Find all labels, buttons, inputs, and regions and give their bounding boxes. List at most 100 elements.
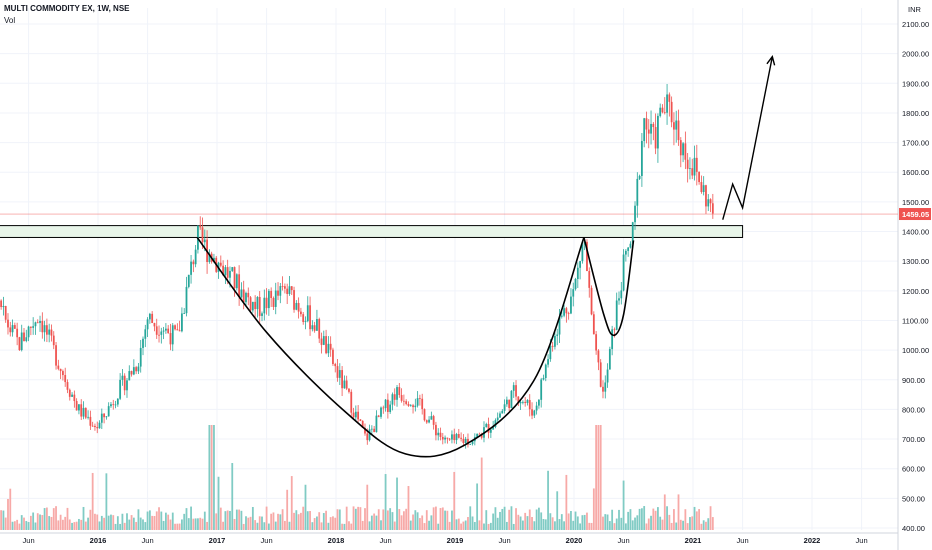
- volume-bar: [277, 513, 279, 530]
- candle-body: [41, 321, 44, 333]
- candle-body: [547, 359, 549, 365]
- candle-body: [444, 437, 446, 440]
- candle-body: [238, 274, 241, 298]
- volume-bar: [402, 511, 405, 530]
- volume-bar: [370, 515, 373, 530]
- cup-curve[interactable]: [196, 236, 585, 458]
- candle-body: [393, 394, 396, 400]
- candle-body: [570, 296, 572, 314]
- candle-body: [389, 404, 392, 412]
- volume-bar: [487, 523, 490, 530]
- candle-body: [73, 394, 76, 402]
- volume-bar: [668, 514, 671, 530]
- candle-body: [36, 322, 39, 324]
- candle-body: [293, 290, 295, 310]
- candle-body: [563, 308, 565, 316]
- candle-body: [226, 267, 229, 278]
- candle-body: [11, 325, 14, 333]
- candle-body: [695, 157, 698, 172]
- candle-body: [576, 267, 579, 279]
- volume-bar: [183, 513, 186, 530]
- candle-body: [139, 347, 142, 367]
- candle-body: [203, 239, 206, 243]
- projection-line[interactable]: [722, 56, 774, 220]
- projection-arrowhead: [766, 55, 776, 66]
- candle-body: [160, 331, 163, 335]
- y-tick-label: 500.00: [902, 494, 925, 503]
- candle-body: [647, 129, 650, 134]
- candle-body: [567, 313, 570, 315]
- volume-bar: [272, 512, 275, 530]
- volume-bar: [146, 511, 149, 530]
- candle-body: [402, 400, 405, 402]
- candle-body: [75, 401, 78, 411]
- volume-bar: [544, 519, 547, 530]
- candle-body: [528, 400, 531, 410]
- volume-bar: [316, 516, 318, 530]
- candle-body: [673, 122, 675, 130]
- volume-bar: [144, 522, 147, 530]
- candle-body: [457, 434, 460, 438]
- candle-body: [55, 345, 57, 366]
- volume-bar: [169, 519, 172, 530]
- candle-body: [517, 396, 520, 404]
- volume-bar: [68, 519, 71, 530]
- volume-bar: [119, 523, 122, 530]
- volume-bar: [224, 511, 227, 530]
- volume-bar: [627, 511, 630, 530]
- candle-body: [412, 405, 414, 408]
- volume-bar: [238, 509, 241, 530]
- volume-bar: [185, 508, 188, 530]
- candle-body: [171, 325, 174, 345]
- candle-body: [192, 261, 195, 265]
- volume-bar: [208, 425, 211, 530]
- volume-bar: [451, 510, 453, 530]
- volume-bar: [43, 508, 46, 530]
- volume-bar: [258, 516, 261, 530]
- volume-bar: [686, 523, 689, 530]
- x-tick-label: Jun: [499, 536, 511, 545]
- volume-bar: [300, 512, 302, 530]
- volume-bar: [551, 517, 554, 530]
- volume-bar: [50, 516, 53, 530]
- candle-body: [249, 297, 252, 311]
- x-tick-label: Jun: [23, 536, 35, 545]
- volume-bar: [215, 513, 218, 530]
- candle-body: [297, 302, 300, 312]
- candle-body: [650, 123, 652, 134]
- volume-bar: [318, 512, 321, 530]
- candle-body: [178, 330, 181, 332]
- candle-body: [16, 328, 19, 338]
- candle-body: [245, 292, 247, 303]
- volume-bar: [311, 522, 314, 530]
- volume-bar: [295, 510, 298, 530]
- candle-body: [693, 157, 696, 176]
- candle-body: [631, 222, 634, 244]
- candle-body: [375, 415, 378, 433]
- candle-body: [39, 321, 41, 323]
- y-tick-label: 400.00: [902, 524, 925, 533]
- volume-bar: [348, 521, 350, 530]
- candle-body: [105, 416, 108, 418]
- volume-bar: [114, 523, 117, 530]
- candle-body: [327, 343, 330, 354]
- handle-curve[interactable]: [583, 237, 635, 337]
- candle-body: [59, 368, 62, 372]
- candle-body: [384, 399, 387, 409]
- volume-bar: [446, 510, 449, 530]
- candle-body: [606, 369, 609, 383]
- candle-body: [311, 325, 314, 330]
- volume-bar: [373, 513, 376, 530]
- volume-bar: [290, 476, 293, 530]
- candle-body: [155, 326, 158, 335]
- resistance-zone[interactable]: [0, 225, 744, 238]
- candle-body: [400, 395, 403, 401]
- candle-body: [691, 168, 694, 176]
- candle-body: [151, 313, 154, 324]
- volume-bar: [501, 508, 504, 530]
- candle-body: [91, 425, 94, 427]
- candle-body: [183, 313, 186, 314]
- candle-body: [142, 338, 144, 348]
- y-tick-label: 700.00: [902, 435, 925, 444]
